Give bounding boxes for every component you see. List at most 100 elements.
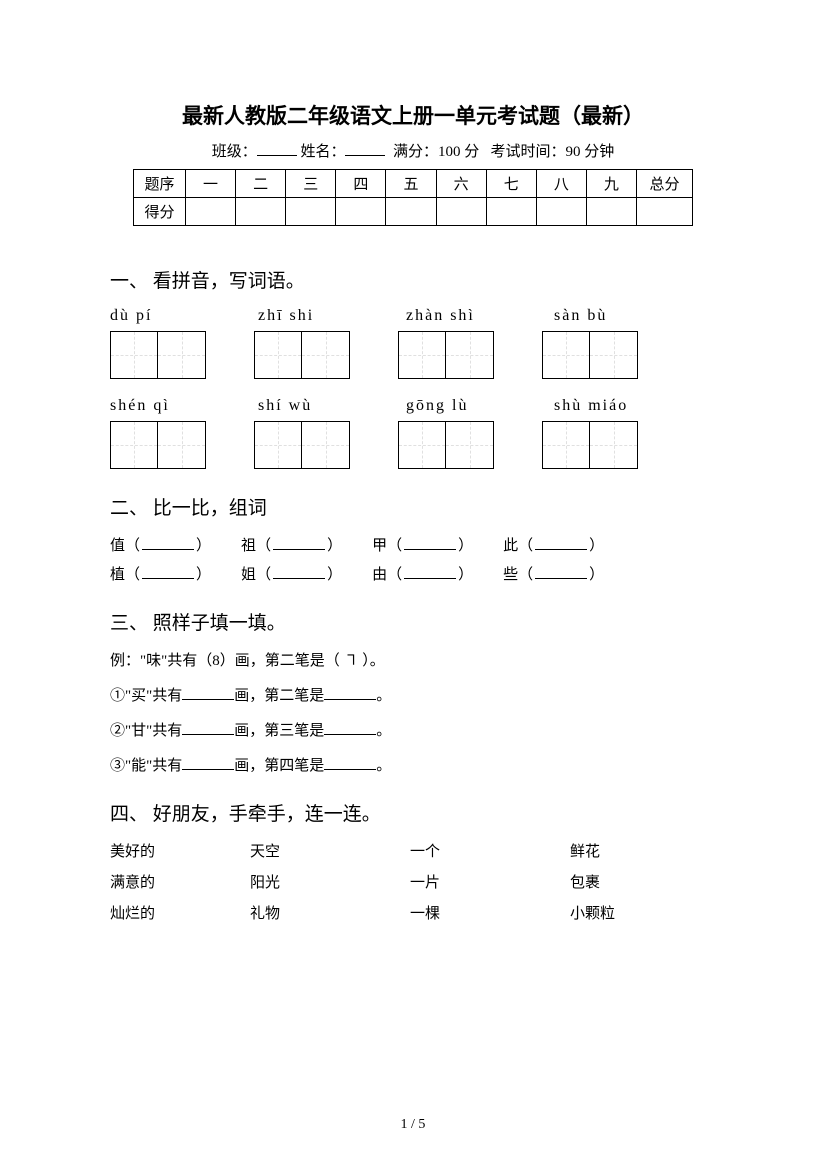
match-cell: 满意的 <box>110 871 250 892</box>
compare-item: 些（） <box>503 563 604 584</box>
match-cell: 美好的 <box>110 840 250 861</box>
score-cell[interactable] <box>186 198 236 226</box>
fill-blank[interactable] <box>324 688 376 700</box>
fill-blank[interactable] <box>273 567 325 579</box>
fullscore-value: 100 分 <box>438 144 479 160</box>
compare-item: 此（） <box>503 534 604 555</box>
score-cell[interactable] <box>436 198 486 226</box>
score-cell[interactable] <box>386 198 436 226</box>
pinyin-row: shén qì shí wù gōng lù shù miáo <box>110 397 716 415</box>
match-cell: 鲜花 <box>570 840 600 861</box>
score-cell[interactable] <box>637 198 693 226</box>
section4-heading: 四、 好朋友，手牵手，连一连。 <box>110 799 716 826</box>
score-cell[interactable] <box>536 198 586 226</box>
tianzi-pair[interactable] <box>398 331 494 379</box>
score-header: 二 <box>236 170 286 198</box>
pinyin-cell: shí wù <box>258 397 358 415</box>
pinyin-cell: shén qì <box>110 397 210 415</box>
name-blank[interactable] <box>345 142 385 156</box>
score-header: 八 <box>536 170 586 198</box>
score-header: 六 <box>436 170 486 198</box>
fill-blank[interactable] <box>404 538 456 550</box>
score-header: 七 <box>486 170 536 198</box>
match-row: 美好的 天空 一个 鲜花 <box>110 840 716 861</box>
score-cell[interactable] <box>486 198 536 226</box>
page-number: 1 / 5 <box>0 1117 826 1133</box>
tianzi-pair[interactable] <box>542 421 638 469</box>
compare-item: 姐（） <box>241 563 342 584</box>
fill-blank[interactable] <box>535 538 587 550</box>
score-cell[interactable] <box>286 198 336 226</box>
compare-row: 值（） 祖（） 甲（） 此（） <box>110 534 716 555</box>
section3-item: ②"甘"共有画，第三笔是。 <box>110 719 716 740</box>
pinyin-cell: shù miáo <box>554 397 654 415</box>
fill-blank[interactable] <box>273 538 325 550</box>
section3-item: ③"能"共有画，第四笔是。 <box>110 754 716 775</box>
match-row: 灿烂的 礼物 一棵 小颗粒 <box>110 902 716 923</box>
match-cell: 天空 <box>250 840 410 861</box>
fill-blank[interactable] <box>324 758 376 770</box>
class-blank[interactable] <box>257 142 297 156</box>
time-label: 考试时间： <box>491 144 566 160</box>
score-header: 一 <box>186 170 236 198</box>
fill-blank[interactable] <box>324 723 376 735</box>
compare-item: 祖（） <box>241 534 342 555</box>
section3-example: 例："味"共有（8）画，第二笔是（ ㇕ ）。 <box>110 649 716 670</box>
time-value: 90 分钟 <box>566 144 615 160</box>
section1-heading: 一、 看拼音，写词语。 <box>110 266 716 293</box>
compare-item: 值（） <box>110 534 211 555</box>
table-row: 得分 <box>134 198 693 226</box>
match-cell: 小颗粒 <box>570 902 615 923</box>
pinyin-cell: gōng lù <box>406 397 506 415</box>
tianzi-pair[interactable] <box>398 421 494 469</box>
fill-blank[interactable] <box>404 567 456 579</box>
score-row-label: 得分 <box>134 198 186 226</box>
fill-blank[interactable] <box>142 567 194 579</box>
pinyin-cell: zhàn shì <box>406 307 506 325</box>
match-cell: 包裹 <box>570 871 600 892</box>
fill-blank[interactable] <box>182 723 234 735</box>
score-header: 九 <box>586 170 636 198</box>
tianzi-pair[interactable] <box>110 421 206 469</box>
compare-item: 甲（） <box>372 534 473 555</box>
score-cell[interactable] <box>336 198 386 226</box>
section3-heading: 三、 照样子填一填。 <box>110 608 716 635</box>
tianzi-pair[interactable] <box>542 331 638 379</box>
compare-item: 植（） <box>110 563 211 584</box>
score-cell[interactable] <box>236 198 286 226</box>
compare-row: 植（） 姐（） 由（） 些（） <box>110 563 716 584</box>
pinyin-row: dù pí zhī shi zhàn shì sàn bù <box>110 307 716 325</box>
match-cell: 礼物 <box>250 902 410 923</box>
tianzi-row <box>110 421 716 469</box>
match-cell: 阳光 <box>250 871 410 892</box>
section3-item: ①"买"共有画，第二笔是。 <box>110 684 716 705</box>
class-label: 班级： <box>212 144 257 160</box>
match-cell: 一片 <box>410 871 570 892</box>
match-cell: 一个 <box>410 840 570 861</box>
fullscore-label: 满分： <box>393 144 438 160</box>
match-row: 满意的 阳光 一片 包裹 <box>110 871 716 892</box>
fill-blank[interactable] <box>182 688 234 700</box>
fill-blank[interactable] <box>535 567 587 579</box>
score-table: 题序 一 二 三 四 五 六 七 八 九 总分 得分 <box>133 169 693 226</box>
meta-line: 班级： 姓名： 满分：100 分 考试时间：90 分钟 <box>110 140 716 161</box>
score-header: 三 <box>286 170 336 198</box>
fill-blank[interactable] <box>182 758 234 770</box>
compare-item: 由（） <box>372 563 473 584</box>
fill-blank[interactable] <box>142 538 194 550</box>
name-label: 姓名： <box>300 144 345 160</box>
tianzi-pair[interactable] <box>254 331 350 379</box>
table-row: 题序 一 二 三 四 五 六 七 八 九 总分 <box>134 170 693 198</box>
page-title: 最新人教版二年级语文上册一单元考试题（最新） <box>110 100 716 130</box>
tianzi-row <box>110 331 716 379</box>
score-cell[interactable] <box>586 198 636 226</box>
score-header: 总分 <box>637 170 693 198</box>
pinyin-cell: sàn bù <box>554 307 654 325</box>
score-header: 五 <box>386 170 436 198</box>
tianzi-pair[interactable] <box>254 421 350 469</box>
pinyin-cell: dù pí <box>110 307 210 325</box>
match-cell: 一棵 <box>410 902 570 923</box>
score-header: 题序 <box>134 170 186 198</box>
tianzi-pair[interactable] <box>110 331 206 379</box>
pinyin-cell: zhī shi <box>258 307 358 325</box>
